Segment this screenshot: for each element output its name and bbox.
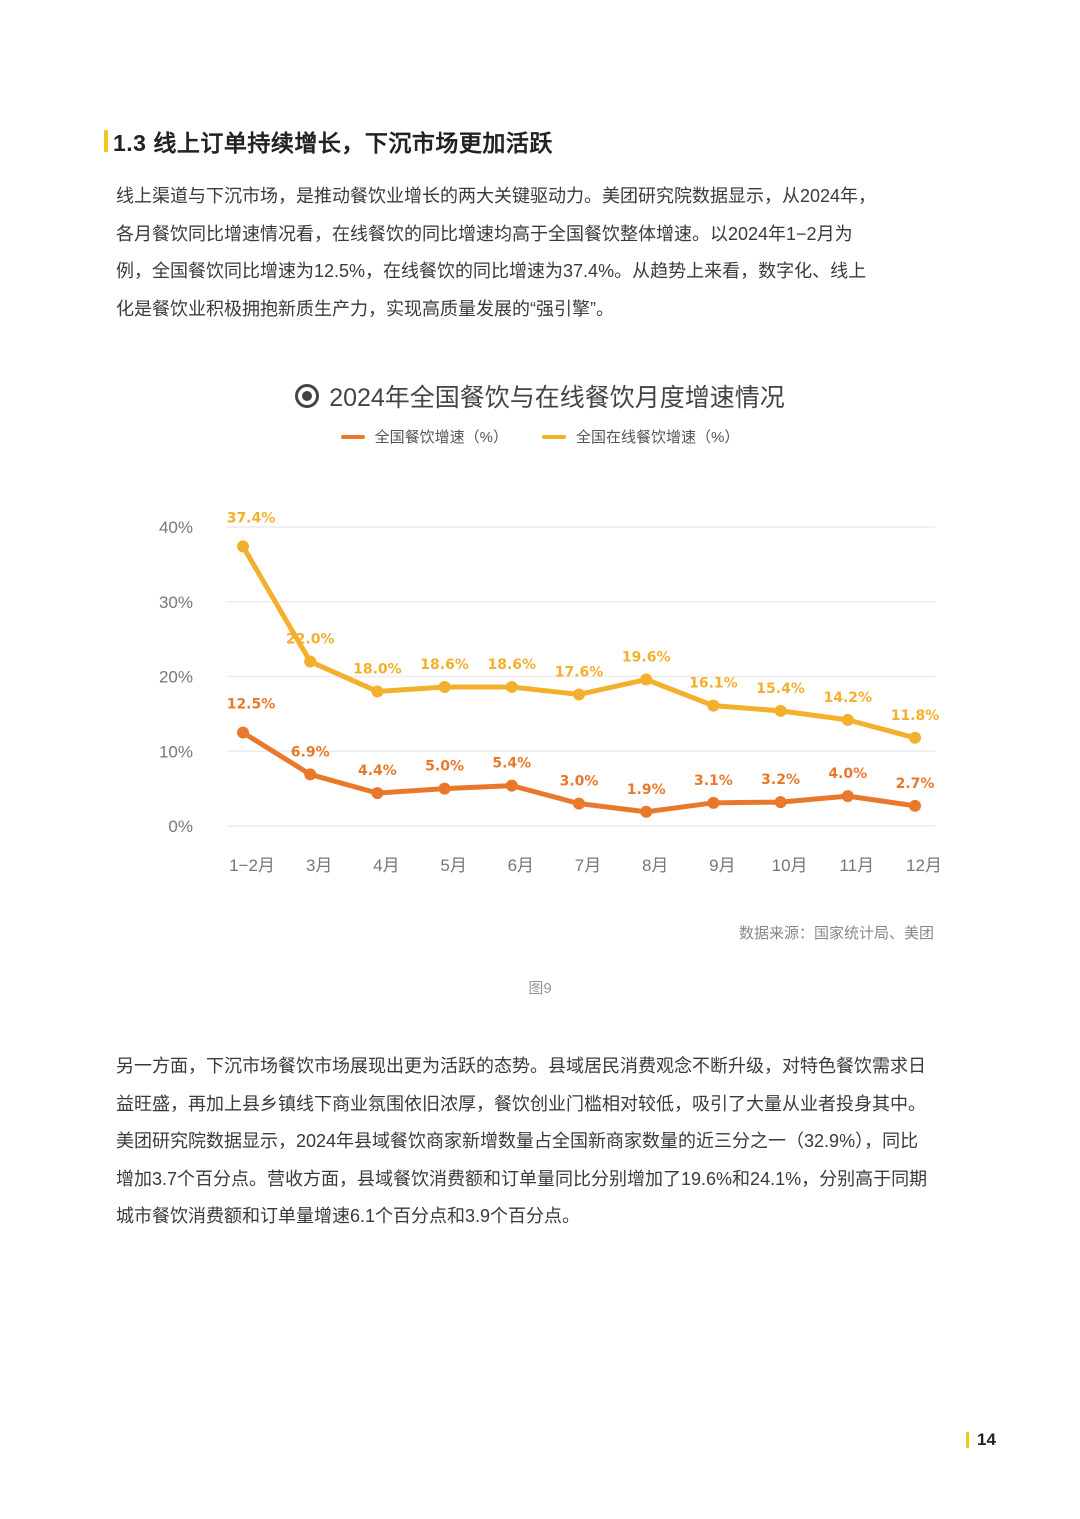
x-tick-label: 3月	[306, 856, 332, 875]
x-tick-label: 11月	[839, 856, 874, 875]
intro-line: 例，全国餐饮同比增速为12.5%，在线餐饮的同比增速为37.4%。从趋势上来看，…	[116, 261, 867, 281]
data-label: 6.9%	[291, 744, 330, 760]
data-label: 3.2%	[761, 772, 800, 788]
data-label: 5.4%	[492, 756, 531, 772]
data-point	[707, 796, 720, 809]
intro-line: 化是餐饮业积极拥抱新质生产力，实现高质量发展的“强引擎”。	[116, 298, 614, 319]
online-series-line	[240, 543, 918, 741]
body-line: 益旺盛，再加上县乡镇线下商业氛围依旧浓厚，餐饮创业门槛相对较低，吸引了大量从业者…	[116, 1093, 926, 1114]
data-point	[640, 805, 653, 818]
data-label: 3.1%	[694, 773, 733, 789]
data-label: 2.7%	[896, 776, 935, 792]
body-line: 美团研究院数据显示，2024年县域餐饮商家新增数量占全国新商家数量的近三分之一（…	[116, 1131, 919, 1151]
data-label: 12.5%	[227, 697, 276, 713]
y-tick-label: 30%	[159, 593, 193, 612]
figure-label: 图9	[528, 980, 552, 997]
data-point	[304, 655, 317, 668]
section-title-text: 1.3 线上订单持续增长，下沉市场更加活跃	[113, 130, 553, 156]
data-point	[774, 796, 787, 809]
data-point	[438, 680, 451, 693]
section-title: 1.3 线上订单持续增长，下沉市场更加活跃	[104, 124, 553, 158]
body-line: 城市餐饮消费额和订单量增速6.1个百分点和3.9个百分点。	[116, 1206, 581, 1226]
data-label: 19.6%	[622, 649, 671, 665]
y-tick-label: 10%	[159, 742, 193, 761]
x-tick-label: 5月	[440, 856, 466, 875]
data-point	[640, 673, 653, 686]
data-label: 18.6%	[420, 657, 469, 673]
data-point	[371, 787, 384, 800]
data-label: 16.1%	[689, 676, 738, 692]
data-point	[841, 713, 854, 726]
x-tick-label: 4月	[373, 856, 399, 875]
page-accent-bar	[966, 1432, 969, 1448]
intro-paragraph: 线上渠道与下沉市场，是推动餐饮业增长的两大关键驱动力。美团研究院数据显示，从20…	[116, 178, 976, 328]
chart-title-text: 2024年全国餐饮与在线餐饮月度增速情况	[329, 384, 785, 412]
data-point	[573, 688, 585, 701]
data-point	[909, 731, 921, 744]
y-tick-label: 40%	[159, 518, 193, 537]
data-label: 15.4%	[756, 681, 805, 697]
data-label: 5.0%	[425, 759, 464, 775]
legend-swatch-yellow	[542, 434, 566, 439]
target-icon	[295, 384, 320, 408]
intro-line: 线上渠道与下沉市场，是推动餐饮业增长的两大关键驱动力。美团研究院数据显示，从20…	[116, 186, 877, 206]
data-point	[438, 782, 451, 795]
chart-legend: 全国餐饮增速（%） 全国在线餐饮增速（%）	[0, 426, 1080, 447]
data-label: 37.4%	[227, 510, 276, 526]
data-point	[707, 699, 720, 712]
data-label: 1.9%	[627, 782, 666, 798]
data-point	[774, 704, 787, 717]
legend-label: 全国在线餐饮增速（%）	[576, 429, 740, 446]
data-label: 14.2%	[824, 690, 873, 706]
data-point	[505, 680, 518, 693]
data-point	[909, 799, 921, 812]
data-point	[304, 768, 317, 781]
data-label: 3.0%	[560, 774, 599, 790]
body-paragraph: 另一方面，下沉市场餐饮市场展现出更为活跃的态势。县域居民消费观念不断升级，对特色…	[116, 1048, 976, 1236]
data-point	[237, 726, 249, 739]
legend-swatch-orange	[340, 434, 365, 439]
y-tick-label: 20%	[159, 668, 193, 687]
section-accent-bar	[104, 130, 108, 152]
x-tick-label: 9月	[709, 856, 735, 875]
data-point	[237, 540, 249, 553]
data-label: 18.0%	[353, 661, 402, 677]
data-label: 18.6%	[488, 657, 537, 673]
body-line: 增加3.7个百分点。营收方面，县域餐饮消费额和订单量同比分别增加了19.6%和2…	[116, 1168, 928, 1189]
x-tick-label: 10月	[772, 856, 808, 875]
data-label: 11.8%	[891, 708, 940, 724]
chart-title: 2024年全国餐饮与在线餐饮月度增速情况	[0, 378, 1080, 414]
data-point	[841, 790, 854, 803]
intro-line: 各月餐饮同比增速情况看，在线餐饮的同比增速均高于全国餐饮整体增速。以2024年1…	[116, 223, 853, 244]
data-label: 4.4%	[358, 763, 397, 779]
data-label: 17.6%	[555, 664, 604, 680]
x-tick-label: 8月	[642, 856, 668, 875]
x-tick-label: 7月	[575, 856, 601, 875]
legend-item-national: 全国餐饮增速（%）	[340, 426, 508, 447]
data-point	[573, 797, 585, 810]
x-tick-label: 1−2月	[229, 856, 275, 875]
page-number: 14	[966, 1430, 996, 1450]
legend-label: 全国餐饮增速（%）	[374, 429, 508, 446]
line-chart: 0% 10% 20% 30% 40% 1−2月 3月 4月 5月 6月 7月 8月 9月 10月 11月 12…	[159, 510, 942, 875]
data-source: 数据来源：国家统计局、美团	[738, 925, 934, 942]
legend-item-online: 全国在线餐饮增速（%）	[542, 426, 739, 447]
data-point	[371, 685, 384, 698]
x-tick-label: 6月	[508, 856, 534, 875]
data-label: 22.0%	[286, 632, 335, 648]
body-line: 另一方面，下沉市场餐饮市场展现出更为活跃的态势。县域居民消费观念不断升级，对特色…	[116, 1056, 926, 1076]
y-tick-label: 0%	[168, 817, 193, 836]
x-tick-label: 12月	[906, 856, 942, 875]
data-label: 4.0%	[828, 766, 867, 782]
data-point	[505, 779, 518, 792]
page-number-text: 14	[977, 1430, 996, 1449]
